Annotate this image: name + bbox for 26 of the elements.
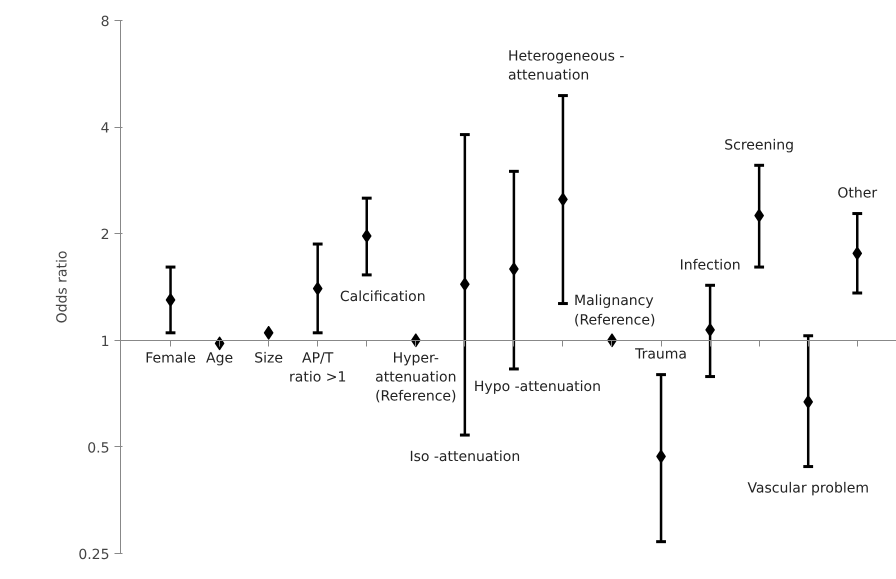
x-tick-label: Malignancy (Reference) <box>574 293 656 328</box>
x-tick-label: Heterogeneous - attenuation <box>508 48 624 84</box>
point <box>312 282 323 296</box>
x-tick-label: Calcification <box>340 288 426 305</box>
point <box>362 229 372 244</box>
y-tick-label: 1 <box>100 334 110 350</box>
point <box>852 246 862 260</box>
x-tick-label: Screening <box>724 137 794 154</box>
x-tick-label: Infection <box>680 257 741 274</box>
y-tick-label: 4 <box>100 120 110 137</box>
x-tick-label: Other <box>837 186 878 202</box>
y-tick-label: 0.25 <box>78 547 110 563</box>
y-tick-label: 2 <box>100 227 110 244</box>
x-tick-label: AP/T ratio >1 <box>289 350 346 386</box>
x-tick-label: Hypo -attenuation <box>474 378 601 395</box>
x-tick-label: Trauma <box>634 346 688 363</box>
x-tick-label: Hyper- attenuation (Reference) <box>375 350 457 405</box>
y-axis-title: Odds ratio <box>54 250 70 324</box>
x-tick-label: Iso -attenuation <box>409 449 520 466</box>
x-tick-label: Vascular problem <box>747 480 869 497</box>
point <box>803 394 814 409</box>
x-tick-label: Age <box>206 350 234 366</box>
y-tick-label: 0.5 <box>87 440 110 456</box>
x-tick-label: Female <box>145 350 196 366</box>
x-tick-label: Size <box>254 350 284 366</box>
y-tick-label: 8 <box>100 14 110 30</box>
